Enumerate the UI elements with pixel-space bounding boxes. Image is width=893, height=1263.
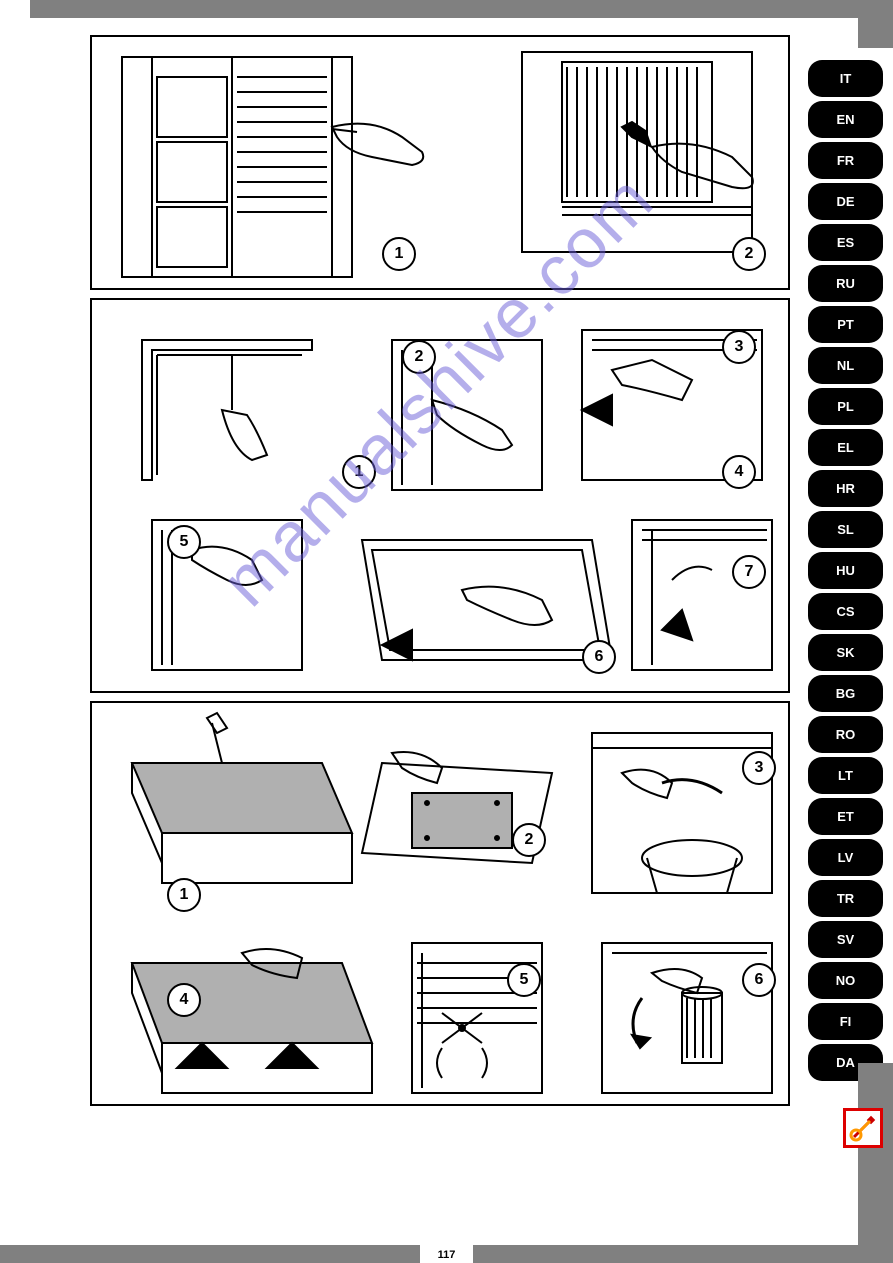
lang-tab[interactable]: CS — [808, 593, 883, 630]
lang-tab[interactable]: BG — [808, 675, 883, 712]
step-number: 2 — [732, 237, 766, 271]
lang-tab[interactable]: PL — [808, 388, 883, 425]
lang-tab[interactable]: HU — [808, 552, 883, 589]
lang-tab[interactable]: SV — [808, 921, 883, 958]
lang-tab[interactable]: DE — [808, 183, 883, 220]
maintenance-icon — [843, 1108, 883, 1148]
step-number: 6 — [742, 963, 776, 997]
lang-tab[interactable]: EN — [808, 101, 883, 138]
page-number: 117 — [438, 1249, 456, 1261]
step-number: 4 — [167, 983, 201, 1017]
lang-tab[interactable]: ET — [808, 798, 883, 835]
instruction-panel-2: 1 2 3 4 5 6 7 — [90, 298, 790, 693]
lang-tab[interactable]: HR — [808, 470, 883, 507]
panel-2-artwork — [92, 300, 788, 691]
top-frame-bar — [50, 0, 863, 18]
lang-tab[interactable]: LV — [808, 839, 883, 876]
step-number: 2 — [402, 340, 436, 374]
step-number: 6 — [582, 640, 616, 674]
content-area: 1 2 — [90, 35, 790, 1114]
step-number: 1 — [167, 878, 201, 912]
top-right-corner — [858, 0, 893, 48]
lang-tab[interactable]: SL — [808, 511, 883, 548]
step-number: 5 — [167, 525, 201, 559]
instruction-panel-1: 1 2 — [90, 35, 790, 290]
bottom-frame-right — [473, 1245, 893, 1263]
lang-tab[interactable]: FR — [808, 142, 883, 179]
step-number: 3 — [742, 751, 776, 785]
panel-1-artwork — [92, 37, 788, 288]
lang-tab[interactable]: PT — [808, 306, 883, 343]
top-left-stub — [30, 0, 50, 18]
lang-tab[interactable]: EL — [808, 429, 883, 466]
step-number: 1 — [342, 455, 376, 489]
lang-tab[interactable]: IT — [808, 60, 883, 97]
lang-tab[interactable]: RU — [808, 265, 883, 302]
lang-tab[interactable]: FI — [808, 1003, 883, 1040]
step-number: 7 — [732, 555, 766, 589]
lang-tab[interactable]: SK — [808, 634, 883, 671]
lang-tab[interactable]: LT — [808, 757, 883, 794]
step-number: 4 — [722, 455, 756, 489]
right-frame-bar — [858, 1063, 893, 1263]
instruction-panel-3: 1 2 3 4 5 6 — [90, 701, 790, 1106]
lang-tab[interactable]: TR — [808, 880, 883, 917]
lang-tab[interactable]: NL — [808, 347, 883, 384]
bottom-frame-left — [0, 1245, 420, 1263]
lang-tab[interactable]: NO — [808, 962, 883, 999]
step-number: 1 — [382, 237, 416, 271]
language-tabs: IT EN FR DE ES RU PT NL PL EL HR SL HU C… — [808, 60, 883, 1081]
step-number: 3 — [722, 330, 756, 364]
step-number: 2 — [512, 823, 546, 857]
lang-tab[interactable]: ES — [808, 224, 883, 261]
step-number: 5 — [507, 963, 541, 997]
lang-tab[interactable]: RO — [808, 716, 883, 753]
